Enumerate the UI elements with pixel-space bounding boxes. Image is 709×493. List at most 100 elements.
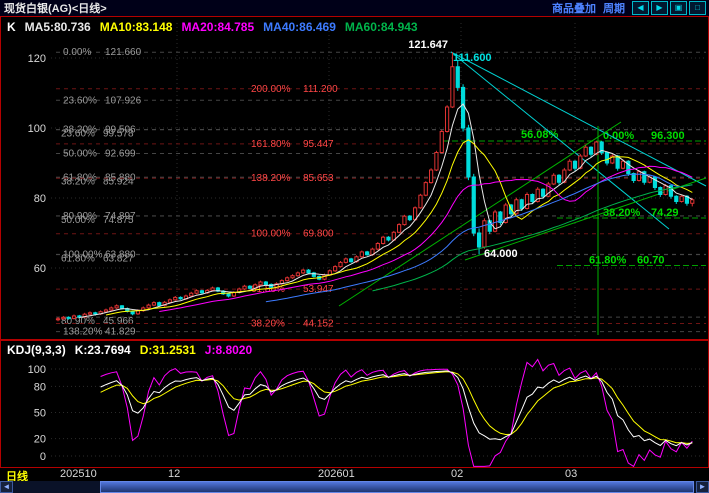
svg-text:60.70: 60.70 — [637, 255, 665, 267]
svg-text:80.90%: 80.90% — [61, 316, 95, 327]
svg-text:100.00%: 100.00% — [63, 249, 103, 260]
kdj-canvas[interactable]: 100 80 50 20 0 — [1, 341, 708, 467]
svg-text:85.924: 85.924 — [103, 176, 134, 187]
svg-text:95.447: 95.447 — [303, 139, 334, 150]
period-label[interactable]: 日线 — [6, 471, 28, 483]
svg-text:45.966: 45.966 — [103, 316, 134, 327]
svg-text:0.00%: 0.00% — [63, 47, 91, 58]
svg-text:38.20%: 38.20% — [603, 207, 641, 219]
svg-text:0.00%: 0.00% — [603, 130, 634, 142]
svg-text:138.20%: 138.20% — [251, 173, 291, 184]
svg-text:50.00%: 50.00% — [63, 149, 97, 160]
date-tick: 12 — [168, 468, 181, 480]
svg-text:100: 100 — [28, 123, 46, 135]
svg-text:120: 120 — [28, 53, 46, 65]
svg-text:85.653: 85.653 — [303, 173, 334, 184]
ma-legend-item: MA5:80.736 — [24, 20, 91, 34]
titlebar-button-1[interactable]: ▶ — [651, 1, 668, 15]
kdj-legend: KDJ(9,3,3) K:23.7694 D:31.2531 J:8.8020 — [7, 343, 261, 357]
svg-text:0: 0 — [40, 451, 46, 463]
fib-extension-red: 200.00% 111.200 161.80% 95.447 138.20% 85.653… — [56, 84, 706, 329]
main-grid — [51, 23, 706, 336]
svg-text:74.29: 74.29 — [651, 207, 679, 219]
horizontal-scrollbar[interactable]: ◄ ► — [0, 481, 709, 493]
svg-text:38.20%: 38.20% — [63, 125, 97, 136]
svg-text:61.80%: 61.80% — [251, 284, 285, 295]
svg-text:100.00%: 100.00% — [251, 229, 291, 240]
svg-text:92.699: 92.699 — [105, 149, 136, 160]
svg-text:61.80%: 61.80% — [589, 255, 627, 267]
svg-text:80: 80 — [34, 381, 46, 393]
titlebar-button-0[interactable]: ◀ — [632, 1, 649, 15]
window-buttons: ◀ ▶ ▣ □ — [632, 1, 706, 15]
commodity-overlay-link[interactable]: 商品叠加 — [552, 3, 596, 15]
ma-legend: K MA5:80.736 MA10:83.148 MA20:84.785 MA40:86… — [7, 20, 427, 34]
scrollbar-thumb[interactable] — [99, 481, 694, 493]
kdj-indicator-panel: 100 80 50 20 0 KDJ(9,3,3) K:23.7694 D:31.2531 J… — [0, 340, 709, 468]
ma-legend-item: MA20:84.785 — [181, 20, 255, 34]
scroll-right-button[interactable]: ► — [696, 481, 709, 493]
price-chart-canvas[interactable]: 0.00% 121.660 23.60% 107.926 38.20% 99.506 50.… — [1, 17, 708, 339]
ma40-line — [265, 173, 693, 303]
svg-text:96.300: 96.300 — [651, 130, 685, 142]
scrollbar-track[interactable] — [13, 481, 696, 493]
svg-text:61.80%: 61.80% — [61, 254, 95, 265]
svg-text:111.200: 111.200 — [303, 84, 338, 95]
svg-text:60: 60 — [34, 263, 46, 275]
svg-text:63.827: 63.827 — [103, 254, 134, 265]
svg-text:74.897: 74.897 — [105, 211, 136, 222]
kdj-k-value: K:23.7694 — [74, 343, 131, 357]
svg-text:74.875: 74.875 — [103, 215, 134, 226]
period-link[interactable]: 周期 — [603, 3, 625, 15]
svg-text:138.20%: 138.20% — [63, 327, 103, 338]
trend-lines — [338, 51, 707, 335]
fib-retracement-gray: 0.00% 121.660 23.60% 107.926 38.20% 99.506 50.… — [56, 47, 706, 338]
svg-text:38.20%: 38.20% — [251, 318, 285, 329]
kdj-d-value: D:31.2531 — [139, 343, 196, 357]
svg-text:80.90%: 80.90% — [63, 211, 97, 222]
price-chart-panel: 0.00% 121.660 23.60% 107.926 38.20% 99.506 50.… — [0, 16, 709, 340]
svg-text:41.829: 41.829 — [105, 327, 136, 338]
svg-text:23.60%: 23.60% — [61, 128, 95, 139]
titlebar-button-2[interactable]: ▣ — [670, 1, 687, 15]
instrument-title: 现货白银(AG)<日线> — [4, 3, 107, 15]
kdj-title: KDJ(9,3,3) — [7, 343, 66, 357]
price-annotations: 120 100 80 60 121.647 111.600 64.000 — [28, 39, 518, 275]
svg-text:38.20%: 38.20% — [61, 176, 95, 187]
kdj-j-line — [100, 358, 693, 467]
kdj-grid: 100 80 50 20 0 — [28, 364, 706, 463]
svg-text:200.00%: 200.00% — [251, 84, 291, 95]
ma5-line — [79, 103, 693, 318]
candles — [55, 52, 695, 322]
date-tick: 02 — [451, 468, 464, 480]
svg-text:121.660: 121.660 — [105, 47, 142, 58]
svg-text:50.00%: 50.00% — [61, 215, 95, 226]
svg-text:20: 20 — [34, 434, 46, 446]
svg-text:64.000: 64.000 — [484, 248, 518, 260]
ma-legend-item: MA10:83.148 — [99, 20, 173, 34]
title-bar[interactable]: 现货白银(AG)<日线> 商品叠加 周期 ◀ ▶ ▣ □ — [0, 0, 709, 16]
k-legend-label: K — [7, 20, 16, 34]
date-tick: 03 — [565, 468, 578, 480]
ma-legend-item: MA60:84.943 — [344, 20, 418, 34]
svg-text:23.60%: 23.60% — [63, 95, 97, 106]
ma10-line — [105, 139, 693, 316]
date-tick: 202510 — [60, 468, 97, 480]
svg-text:121.647: 121.647 — [408, 39, 448, 51]
ma20-line — [159, 165, 693, 312]
titlebar-button-3[interactable]: □ — [689, 1, 706, 15]
svg-text:44.152: 44.152 — [303, 318, 334, 329]
svg-text:80: 80 — [34, 193, 46, 205]
ma60-line — [372, 184, 693, 292]
ma-legend-item: MA40:86.469 — [263, 20, 336, 34]
svg-text:69.800: 69.800 — [303, 229, 334, 240]
date-tick: 202601 — [318, 468, 355, 480]
svg-text:99.578: 99.578 — [103, 128, 134, 139]
svg-text:99.506: 99.506 — [105, 125, 136, 136]
svg-text:53.947: 53.947 — [303, 284, 334, 295]
svg-text:50: 50 — [34, 408, 46, 420]
scroll-left-button[interactable]: ◄ — [0, 481, 13, 493]
kdj-j-value: J:8.8020 — [204, 343, 253, 357]
